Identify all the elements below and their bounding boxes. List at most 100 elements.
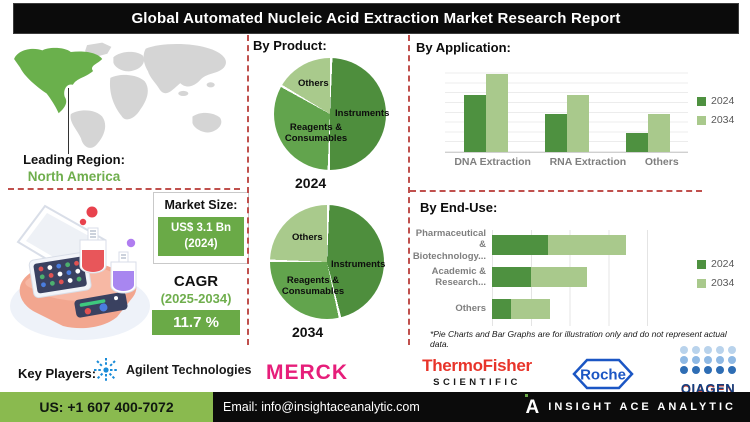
footer-phone: US: +1 607 400-7072 xyxy=(39,399,174,415)
left-divider xyxy=(8,188,240,190)
footer-bar: US: +1 607 400-7072 Email: info@insighta… xyxy=(0,392,750,422)
legend-item-2024: 2024 xyxy=(697,258,734,270)
application-legend: 2024 2034 xyxy=(697,95,734,126)
cagr-label: CAGR xyxy=(173,273,219,290)
report-title: Global Automated Nucleic Acid Extraction… xyxy=(131,10,621,27)
end-use-legend: 2024 2034 xyxy=(697,258,734,289)
key-players-label: Key Players: xyxy=(18,366,97,381)
legend-item-2024: 2024 xyxy=(697,95,734,107)
end-use-label-pharma: Pharmaceutical & Biotechnology... xyxy=(412,227,486,262)
bar-dna-2024 xyxy=(463,95,486,152)
right-divider xyxy=(410,190,702,192)
pie-label-instruments: Instruments xyxy=(335,108,390,119)
lab-device-svg xyxy=(10,204,150,340)
end-use-track xyxy=(492,299,686,319)
by-application-header: By Application: xyxy=(416,40,511,55)
end-use-row-academic: Academic & Research... xyxy=(412,266,688,288)
legend-swatch-2024 xyxy=(697,96,706,106)
product-pie-2024: Instruments Reagents & Consumables Other… xyxy=(274,58,390,170)
end-use-row-pharma: Pharmaceutical & Biotechnology... xyxy=(412,228,688,262)
chart-disclaimer: *Pie Charts and Bar Graphs are for illus… xyxy=(430,329,727,349)
footer-phone-area: US: +1 607 400-7072 xyxy=(0,392,213,422)
bar-others-2024 xyxy=(625,133,648,152)
bar-others-2034 xyxy=(647,113,670,152)
segment-pharma-2024 xyxy=(492,235,549,255)
leading-region: Leading Region: North America xyxy=(10,152,138,184)
end-use-label-academic: Academic & Research... xyxy=(431,265,486,288)
market-size-value-chip: US$ 3.1 Bn (2024) xyxy=(158,217,244,257)
cagr-card: CAGR (2025-2034) 11.7 % xyxy=(152,273,240,335)
legend-item-2034: 2034 xyxy=(697,277,734,289)
cagr-value: 11.7 % xyxy=(152,310,240,335)
category-dna-extraction: DNA Extraction xyxy=(454,156,531,168)
by-product-header: By Product: xyxy=(253,38,327,53)
world-map-svg xyxy=(14,42,226,148)
segment-academic-2034 xyxy=(530,267,588,287)
region-pointer-line xyxy=(68,88,69,154)
legend-label-2034: 2034 xyxy=(711,114,735,126)
bar-dna-2034 xyxy=(485,74,508,152)
pie-block-2024: Instruments Reagents & Consumables Other… xyxy=(255,58,405,191)
cagr-period: (2025-2034) xyxy=(160,291,232,306)
roche-logo: Roche xyxy=(566,356,640,397)
end-use-track xyxy=(492,267,686,287)
pie-label-others: Others xyxy=(298,78,329,89)
product-pie-2034: Instruments Reagents & Consumables Other… xyxy=(270,205,386,319)
legend-swatch-2034 xyxy=(697,115,706,125)
segment-others-2034 xyxy=(511,299,551,319)
bar-rna-2024 xyxy=(544,113,567,152)
legend-label-2034: 2034 xyxy=(711,277,735,289)
divider-left-middle xyxy=(247,35,249,345)
end-use-chart: Pharmaceutical & Biotechnology... Academ… xyxy=(412,228,688,330)
footer-email: Email: info@insightaceanalytic.com xyxy=(223,400,420,414)
agilent-logo: Agilent Technologies xyxy=(92,356,251,384)
segment-others-2024 xyxy=(492,299,512,319)
bar-group-dna xyxy=(463,64,508,152)
roche-hexagon-icon: Roche xyxy=(572,358,634,390)
legend-swatch-2034 xyxy=(697,278,706,288)
pie-year-2024: 2024 xyxy=(295,175,327,191)
merck-logo: MERCK xyxy=(266,361,348,384)
thermo-fisher-logo: ThermoFisher SCIENTIFIC xyxy=(402,356,552,388)
pie-label-others: Others xyxy=(292,232,323,243)
bar-rna-2034 xyxy=(566,95,589,152)
application-categories: DNA Extraction RNA Extraction Others xyxy=(445,156,688,168)
bar-group-others xyxy=(625,64,670,152)
by-end-use-header: By End-Use: xyxy=(420,200,498,215)
category-rna-extraction: RNA Extraction xyxy=(549,156,627,168)
market-size-card: Market Size: US$ 3.1 Bn (2024) xyxy=(153,192,249,265)
pie-label-reagents: Reagents & Consumables xyxy=(284,122,348,145)
end-use-track xyxy=(492,235,686,255)
pie-label-instruments: Instruments xyxy=(331,259,386,270)
pie-label-reagents: Reagents & Consumables xyxy=(281,275,345,298)
segment-pharma-2034 xyxy=(548,235,626,255)
qiagen-dots-icon xyxy=(680,346,736,374)
insight-ace-icon: A xyxy=(524,393,540,418)
segment-academic-2024 xyxy=(492,267,531,287)
world-map xyxy=(8,40,236,152)
leading-region-label: Leading Region: xyxy=(23,152,125,167)
divider-middle-right xyxy=(408,35,410,345)
thermo-scientific-wordmark: SCIENTIFIC xyxy=(433,377,521,388)
lab-device-illustration xyxy=(5,200,155,346)
end-use-label-others: Others xyxy=(455,303,486,315)
legend-swatch-2024 xyxy=(697,259,706,269)
report-title-bar: Global Automated Nucleic Acid Extraction… xyxy=(13,3,739,34)
legend-item-2034: 2034 xyxy=(697,114,734,126)
pie-year-2034: 2034 xyxy=(292,324,324,340)
market-size-label: Market Size: xyxy=(164,198,238,212)
category-others: Others xyxy=(644,156,679,168)
pie-block-2034: Instruments Reagents & Consumables Other… xyxy=(252,205,402,340)
brand-name: INSIGHT ACE ANALYTIC xyxy=(548,401,736,413)
thermo-fisher-wordmark: ThermoFisher xyxy=(422,356,532,375)
agilent-starburst-icon xyxy=(94,358,118,382)
agilent-name: Agilent Technologies xyxy=(126,363,252,377)
end-use-row-others: Others xyxy=(412,298,688,320)
legend-label-2024: 2024 xyxy=(711,95,735,107)
legend-label-2024: 2024 xyxy=(711,258,735,270)
leading-region-value: North America xyxy=(27,169,121,184)
brand-logo: A INSIGHT ACE ANALYTIC xyxy=(524,392,750,422)
market-size-value: US$ 3.1 Bn xyxy=(170,222,232,234)
bar-group-rna xyxy=(544,64,589,152)
